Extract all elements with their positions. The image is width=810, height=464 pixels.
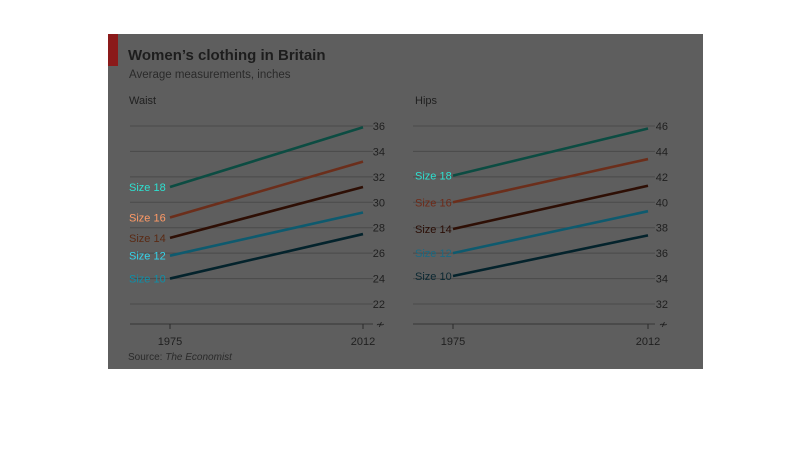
waist-series-label-size-18: Size 18 [129,182,166,194]
waist-series-label-size-10: Size 10 [129,274,166,286]
hips-x-tick-label: 2012 [636,336,660,348]
charts-svg: Waist 22 24 26 28 30 32 34 36 ≁ 1975 2012 Size 10 Siz… [129,95,668,348]
hips-series-line-size-18 [452,127,649,177]
waist-x-tick-label: 2012 [351,336,375,348]
waist-y-tick-label: 26 [373,248,385,260]
waist-y-tick-label: 36 [373,121,385,133]
hips-x-tick-label: 1975 [441,336,465,348]
chart-graphic: Women’s clothing in Britain Average meas… [108,34,703,369]
waist-y-tick-label: 34 [373,146,385,158]
hips-series-label-size-18: Size 18 [415,171,452,183]
waist-series-line-size-16 [169,160,364,219]
waist-y-tick-label: 22 [373,299,385,311]
hips-y-tick-label: 32 [656,299,668,311]
waist-series-line-size-18 [169,126,364,189]
waist-y-tick-label: 24 [373,274,385,286]
hips-series-label-size-10: Size 10 [415,271,452,283]
hips-series-line-size-10 [452,234,649,278]
brand-corner-mark [108,34,118,66]
hips-y-tick-label: 42 [656,172,668,184]
hips-series-label-size-12: Size 12 [415,248,452,260]
waist-series-line-size-10 [169,232,364,280]
waist-y-tick-label: 30 [373,197,385,209]
waist-series-line-size-14 [169,185,364,240]
waist-axis-break-symbol: ≁ [376,319,385,331]
waist-y-tick-label: 28 [373,223,385,235]
hips-panel: Hips 32 34 36 38 40 42 44 46 ≁ 1975 2012 Size 10 Size… [413,95,668,348]
waist-series-label-size-12: Size 12 [129,251,166,263]
hips-y-tick-label: 46 [656,121,668,133]
hips-y-tick-label: 36 [656,248,668,260]
hips-y-tick-label: 40 [656,197,668,209]
hips-y-tick-label: 38 [656,223,668,235]
hips-series-label-size-16: Size 16 [415,197,452,209]
chart-source: Source: The Economist [128,352,232,363]
hips-series-line-size-14 [452,184,649,231]
chart-subtitle: Average measurements, inches [129,69,291,81]
hips-series-label-size-14: Size 14 [415,224,452,236]
hips-panel-label: Hips [415,95,438,107]
hips-axis-break-symbol: ≁ [659,319,668,331]
waist-series-label-size-16: Size 16 [129,213,166,225]
waist-y-tick-label: 32 [373,172,385,184]
waist-panel-label: Waist [129,95,156,107]
source-name: The Economist [165,352,232,363]
waist-x-tick-label: 1975 [158,336,182,348]
waist-panel: Waist 22 24 26 28 30 32 34 36 ≁ 1975 2012 Size 10 Siz… [129,95,385,348]
source-prefix: Source: [128,352,166,363]
chart-title: Women’s clothing in Britain [128,47,326,64]
waist-series-label-size-14: Size 14 [129,233,166,245]
hips-y-tick-label: 34 [656,274,668,286]
waist-series-line-size-12 [169,211,364,257]
hips-series-line-size-16 [452,157,649,204]
hips-y-tick-label: 44 [656,146,668,158]
hips-series-line-size-12 [452,209,649,255]
